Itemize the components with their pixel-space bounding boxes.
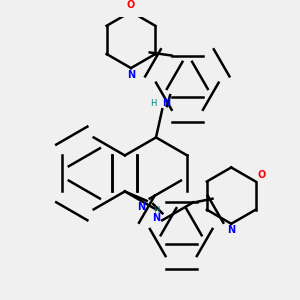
Text: N: N xyxy=(127,70,135,80)
Text: H: H xyxy=(150,99,156,108)
Text: H: H xyxy=(153,206,159,214)
Text: N: N xyxy=(152,212,160,223)
Text: N: N xyxy=(162,98,170,108)
Text: N: N xyxy=(227,225,235,235)
Text: N: N xyxy=(137,202,145,212)
Text: O: O xyxy=(127,0,135,10)
Text: O: O xyxy=(257,170,266,180)
